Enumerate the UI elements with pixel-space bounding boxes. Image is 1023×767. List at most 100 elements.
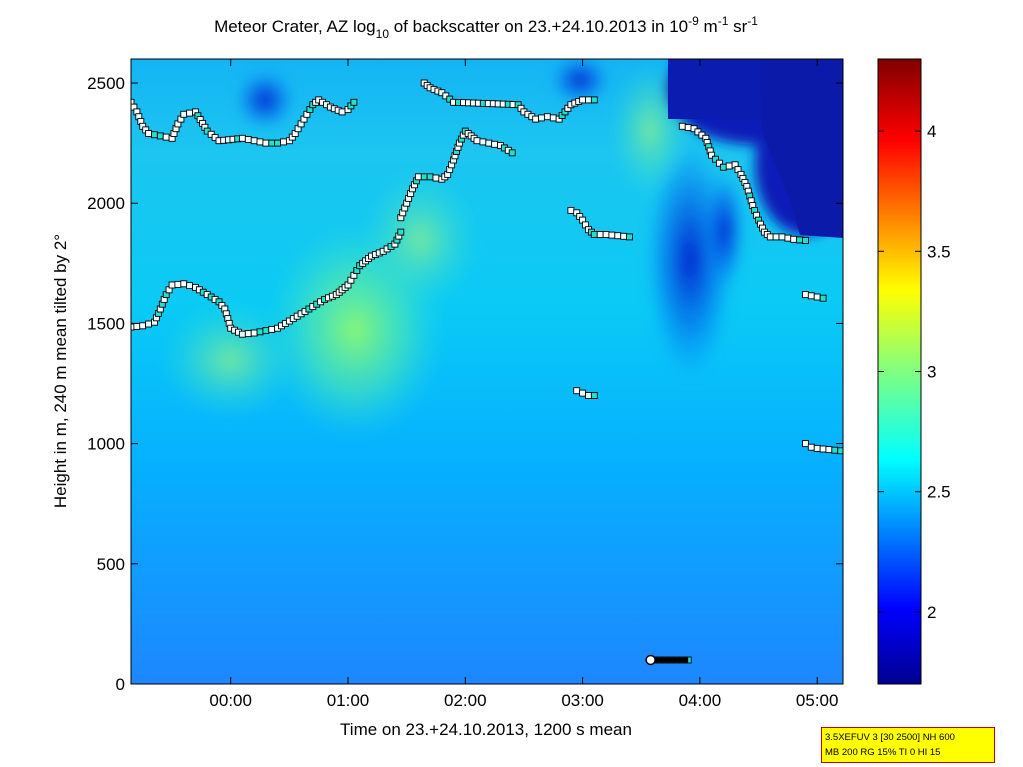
layer-marker: [802, 291, 809, 299]
y-tick-label: 0: [116, 675, 125, 694]
colorbar-tick-label: 2.5: [927, 483, 951, 502]
layer-marker: [796, 236, 804, 244]
layer-marker: [420, 173, 428, 181]
layer-marker: [180, 110, 188, 118]
layer-marker: [238, 330, 246, 338]
layer-marker: [579, 96, 587, 104]
plot-frame: [130, 58, 844, 685]
layer-marker: [162, 133, 170, 141]
cloud-layer-5: [567, 206, 633, 241]
x-tick-label: 03:00: [561, 691, 604, 710]
cloud-layer-4: [420, 79, 598, 123]
cloud-layer-8: [802, 291, 827, 302]
layer-marker: [262, 327, 270, 335]
layer-marker: [813, 293, 821, 301]
layer-marker: [579, 389, 587, 397]
layer-marker: [678, 122, 686, 130]
layer-marker: [831, 446, 839, 454]
layer-marker: [573, 387, 581, 395]
colorbar-tick-label: 3: [927, 363, 936, 382]
layer-marker: [614, 232, 622, 240]
layer-marker: [131, 98, 135, 106]
cloud-layer-1: [131, 228, 405, 338]
x-tick-label: 05:00: [796, 691, 839, 710]
x-tick-label: 01:00: [327, 691, 370, 710]
x-tick-label: 02:00: [444, 691, 487, 710]
colorbar-tick-label: 4: [927, 122, 936, 141]
layer-marker: [790, 235, 798, 243]
cloud-layers: [131, 79, 843, 666]
layer-marker: [244, 330, 252, 338]
layer-marker: [485, 139, 493, 147]
layer-marker: [837, 447, 843, 455]
y-tick-label: 2500: [87, 74, 125, 93]
layer-marker: [590, 96, 598, 104]
layer-marker: [725, 162, 733, 170]
layer-marker: [778, 233, 786, 241]
layer-marker: [708, 151, 716, 159]
cloud-layer-6: [678, 122, 809, 244]
cloud-layer-7: [573, 387, 598, 399]
layer-marker: [145, 130, 153, 137]
layer-marker: [174, 280, 182, 288]
layer-marker: [280, 138, 287, 146]
x-tick-label: 04:00: [679, 691, 722, 710]
layer-marker: [802, 237, 809, 244]
layer-marker: [712, 155, 719, 163]
y-axis-label: Height in m, 240 m mean tilted by 2°: [51, 234, 70, 508]
layer-marker: [262, 139, 270, 147]
layer-marker: [256, 138, 264, 146]
colorbar: [878, 59, 921, 684]
x-tick-label: 00:00: [209, 691, 252, 710]
layer-marker: [491, 140, 499, 148]
layer-marker: [807, 443, 815, 451]
layer-marker: [350, 98, 358, 106]
layer-marker: [772, 233, 780, 241]
layer-marker: [784, 234, 792, 242]
layer-marker: [620, 232, 628, 240]
layer-marker: [268, 325, 276, 333]
info-line-2: MB 200 RG 15% TI 0 HI 15: [825, 747, 941, 758]
layer-marker: [180, 280, 188, 288]
layer-marker: [151, 131, 158, 139]
layer-marker: [549, 114, 557, 122]
colorbar-tick-label: 2: [927, 603, 936, 622]
layer-marker: [432, 174, 440, 182]
layer-marker: [802, 440, 809, 448]
layer-marker: [585, 96, 592, 104]
layer-marker: [473, 137, 481, 145]
ground-marker: [645, 654, 656, 666]
y-tick-label: 2000: [87, 194, 125, 213]
layer-marker: [538, 114, 545, 122]
layer-marker: [268, 139, 276, 147]
cloud-layer-3: [131, 96, 358, 147]
cloud-layer-2: [397, 127, 516, 222]
layer-marker: [819, 445, 827, 453]
layer-marker: [532, 115, 540, 123]
layer-marker: [250, 329, 258, 337]
layer-marker: [244, 136, 252, 143]
layer-marker: [590, 231, 598, 238]
layer-marker: [567, 206, 575, 214]
chart-title: Meteor Crater, AZ log10 of backscatter o…: [214, 14, 758, 41]
layer-marker: [825, 446, 833, 454]
layer-marker: [608, 231, 616, 239]
layer-marker: [168, 281, 176, 289]
layer-marker: [238, 134, 246, 142]
layer-marker: [590, 392, 598, 399]
y-tick-label: 500: [97, 555, 125, 574]
layer-marker: [250, 137, 258, 145]
layer-marker: [719, 163, 727, 171]
layer-marker: [274, 139, 282, 147]
layer-marker: [543, 113, 551, 121]
layer-marker: [684, 124, 692, 131]
layer-marker: [766, 233, 774, 241]
layer-marker: [508, 149, 516, 157]
layer-marker: [715, 159, 723, 167]
layer-marker: [338, 108, 346, 116]
layer-marker: [186, 282, 194, 290]
layer-marker: [596, 231, 604, 238]
layer-marker: [133, 322, 141, 330]
x-axis: 00:00 01:00 02:00 03:00 04:00 05:00: [209, 59, 838, 710]
layer-marker: [145, 320, 153, 328]
